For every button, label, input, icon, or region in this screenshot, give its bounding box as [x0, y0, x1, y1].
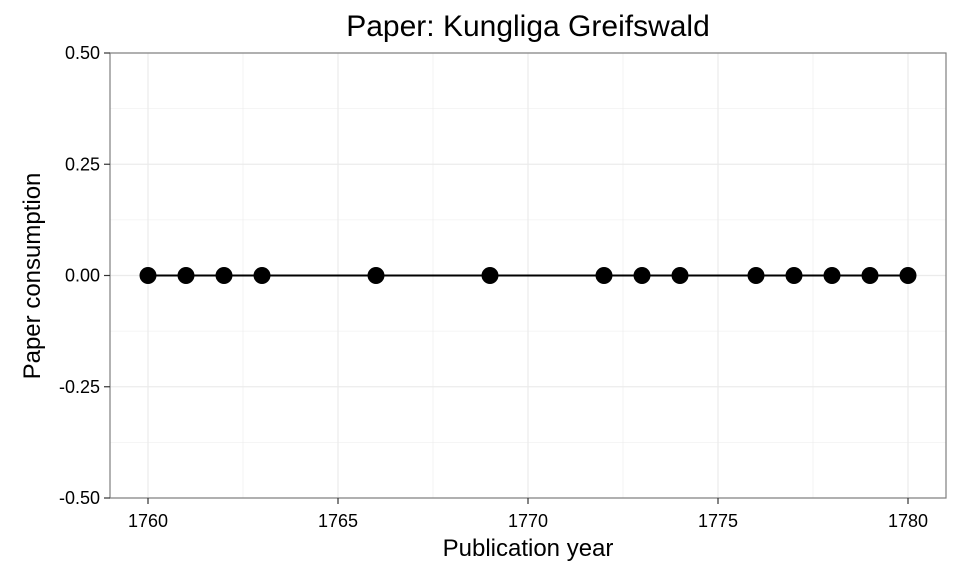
axes-group: 1760 1765 1770 1775 1780 -0.50 -0.25 0.00 0.25 0.… [59, 43, 928, 531]
x-axis-label: Publication year [443, 535, 614, 562]
data-point [861, 267, 879, 284]
y-axis-label: Paper consumption [19, 173, 46, 380]
data-point [481, 267, 499, 284]
x-tick-label: 1765 [318, 511, 358, 531]
x-tick-label: 1770 [508, 511, 548, 531]
x-tick-label: 1760 [128, 511, 168, 531]
data-point [139, 267, 157, 284]
y-tick-label: 0.50 [65, 43, 100, 63]
x-tick-label: 1775 [698, 511, 738, 531]
data-point [747, 267, 765, 284]
data-point [177, 267, 195, 284]
data-point [823, 267, 841, 284]
y-tick-label: 0.25 [65, 154, 100, 174]
data-point [633, 267, 651, 284]
data-point [595, 267, 613, 284]
x-tick-label: 1780 [888, 511, 928, 531]
y-tick-label: 0.00 [65, 266, 100, 286]
data-point [671, 267, 689, 284]
data-point [215, 267, 233, 284]
data-point [367, 267, 385, 284]
data-point [785, 267, 803, 284]
data-point [253, 267, 271, 284]
chart-title: Paper: Kungliga Greifswald [346, 10, 710, 43]
data-point [899, 267, 917, 284]
y-tick-label: -0.25 [59, 377, 100, 397]
series-group [139, 267, 917, 284]
y-tick-label: -0.50 [59, 488, 100, 508]
